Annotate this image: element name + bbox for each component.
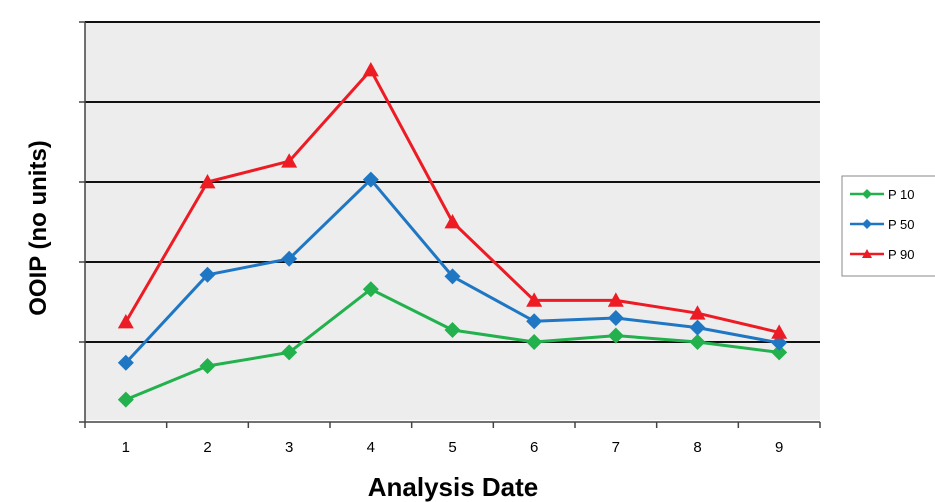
data-point bbox=[117, 391, 134, 408]
data-point bbox=[607, 310, 624, 326]
data-point bbox=[444, 268, 461, 285]
y-axis-title: OOIP (no units) bbox=[25, 140, 52, 316]
data-point bbox=[607, 292, 624, 307]
x-tick-label: 2 bbox=[203, 439, 211, 456]
legend-item: P 90 bbox=[850, 247, 915, 262]
data-point bbox=[362, 171, 379, 188]
data-point bbox=[362, 281, 379, 298]
legend-swatch-marker bbox=[862, 219, 872, 229]
legend-label: P 50 bbox=[888, 217, 915, 232]
x-tick-label: 1 bbox=[122, 439, 130, 456]
x-tick-label: 7 bbox=[612, 439, 620, 456]
data-point bbox=[771, 344, 788, 361]
x-tick-label: 6 bbox=[530, 439, 538, 456]
legend-item: P 50 bbox=[850, 217, 915, 232]
data-point bbox=[689, 334, 706, 350]
y-axis-ticks bbox=[79, 21, 85, 423]
data-point bbox=[444, 322, 461, 338]
data-point bbox=[526, 334, 543, 350]
data-point bbox=[444, 214, 461, 229]
data-point bbox=[526, 292, 543, 307]
x-axis-title: Analysis Date bbox=[368, 472, 539, 502]
legend-swatch-marker bbox=[862, 189, 872, 199]
x-tick-label: 8 bbox=[693, 439, 701, 456]
x-axis-ticks: 1 2 3 4 5 6 7 8 9 bbox=[84, 422, 821, 456]
legend-box bbox=[841, 175, 935, 277]
data-point bbox=[689, 319, 706, 336]
legend-label: P 90 bbox=[888, 247, 915, 262]
x-tick-label: 9 bbox=[775, 439, 783, 456]
data-point bbox=[199, 174, 216, 189]
data-point bbox=[281, 344, 298, 361]
series-p50 bbox=[117, 171, 788, 371]
legend-label: P 10 bbox=[888, 187, 915, 202]
data-point bbox=[771, 324, 788, 339]
data-point bbox=[689, 305, 706, 320]
data-point bbox=[199, 358, 216, 374]
data-point bbox=[281, 250, 298, 267]
legend-item: P 10 bbox=[850, 187, 915, 202]
data-point bbox=[199, 266, 216, 283]
x-tick-label: 5 bbox=[448, 439, 456, 456]
legend-swatch-marker bbox=[862, 249, 872, 258]
series-p90 bbox=[117, 62, 788, 339]
series-layer bbox=[117, 62, 788, 408]
data-point bbox=[362, 62, 379, 77]
data-point bbox=[117, 314, 134, 329]
data-point bbox=[281, 153, 298, 168]
series-p10 bbox=[117, 281, 788, 408]
x-tick-label: 4 bbox=[367, 439, 375, 456]
data-point bbox=[607, 327, 624, 344]
data-point bbox=[117, 354, 134, 371]
legend: P 10 P 50 P 90 bbox=[841, 175, 935, 277]
data-point bbox=[526, 313, 543, 330]
x-tick-label: 3 bbox=[285, 439, 293, 456]
